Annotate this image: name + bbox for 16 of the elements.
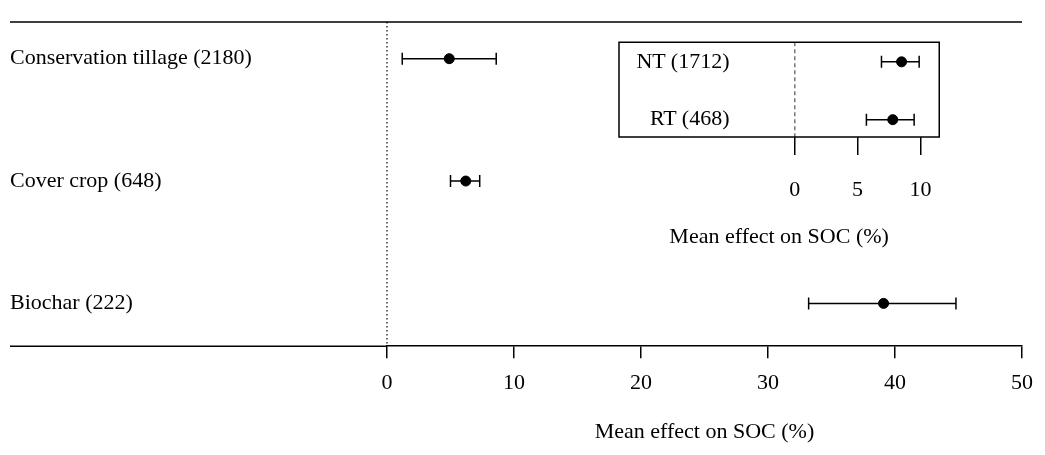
x-tick-label: 50 [1011, 369, 1033, 395]
x-tick-label: 40 [884, 369, 906, 395]
y-tick-label: Cover crop (648) [10, 166, 162, 192]
x-tick-label: 5 [852, 175, 864, 201]
x-tick-label: 0 [789, 175, 801, 201]
x-axis-title: Mean effect on SOC (%) [669, 222, 889, 248]
x-tick-label: 20 [630, 369, 652, 395]
x-tick-label: 30 [757, 369, 779, 395]
y-tick-label: Conservation tillage (2180) [10, 44, 252, 70]
x-axis-title: Mean effect on SOC (%) [594, 417, 815, 443]
x-tick-label: 10 [909, 175, 932, 201]
y-tick-label: RT (468) [649, 105, 730, 131]
y-tick-label: NT (1712) [636, 47, 730, 73]
y-tick-label: Biochar (222) [10, 289, 133, 315]
x-tick-label: 0 [381, 369, 393, 395]
x-tick-label: 10 [503, 369, 525, 395]
